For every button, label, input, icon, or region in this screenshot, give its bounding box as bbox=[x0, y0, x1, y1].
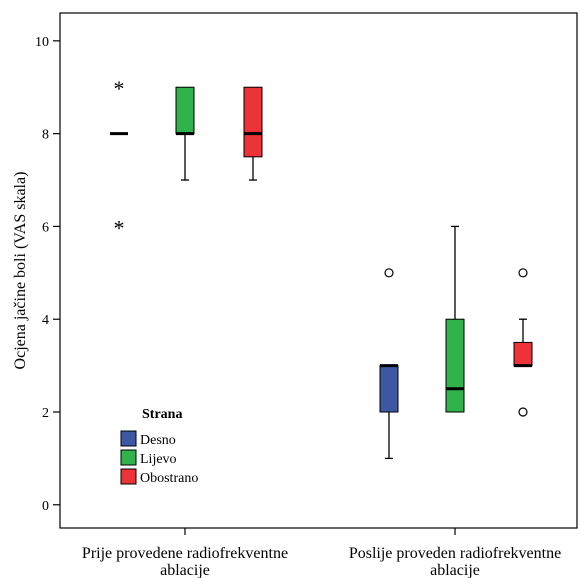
box-obostrano-1 bbox=[243, 86, 263, 181]
outlier-point bbox=[518, 407, 528, 417]
legend-swatch bbox=[120, 430, 137, 447]
x-axis: Prije provedene radiofrekventneablacijeP… bbox=[82, 528, 561, 578]
extreme-point: * bbox=[114, 76, 125, 101]
extreme-point: * bbox=[114, 215, 125, 240]
box-obostrano-2 bbox=[513, 268, 533, 417]
legend-title: Strana bbox=[142, 407, 182, 422]
box-body bbox=[379, 365, 399, 413]
plot-frame bbox=[59, 12, 578, 529]
box-desno-2 bbox=[379, 268, 399, 460]
y-tick-label: 2 bbox=[42, 406, 49, 421]
y-axis: 0 2 4 6 8 10 bbox=[35, 35, 60, 514]
y-tick-label: 0 bbox=[42, 499, 49, 514]
x-tick-label: Prije provedene radiofrekventne bbox=[82, 545, 288, 562]
box-lijevo-1 bbox=[175, 86, 195, 181]
legend-label: Lijevo bbox=[140, 452, 177, 467]
box-lijevo-2 bbox=[445, 225, 465, 413]
x-tick-label: Poslije proveden radiofrekventne bbox=[349, 545, 561, 562]
y-tick-label: 10 bbox=[35, 35, 49, 50]
y-tick-label: 4 bbox=[42, 313, 49, 328]
legend-swatch bbox=[120, 468, 137, 485]
legend-item-obostrano: Obostrano bbox=[120, 468, 198, 486]
x-tick-label: ablacije bbox=[160, 562, 210, 578]
legend-item-desno: Desno bbox=[120, 430, 176, 448]
box-body bbox=[513, 341, 533, 367]
box-body bbox=[243, 86, 263, 158]
box-body bbox=[175, 86, 195, 135]
outlier-point bbox=[384, 268, 394, 278]
x-tick-label: ablacije bbox=[430, 562, 480, 578]
legend-swatch bbox=[120, 449, 137, 466]
legend-item-lijevo: Lijevo bbox=[120, 449, 177, 467]
outlier-point bbox=[518, 268, 528, 278]
y-axis-label: Ocjena jačine boli (VAS skala) bbox=[12, 172, 29, 370]
legend: Strana Desno Lijevo Obostrano bbox=[120, 407, 198, 486]
plot-area bbox=[59, 12, 578, 529]
y-tick-label: 8 bbox=[42, 128, 49, 143]
data-marks: ** bbox=[110, 76, 533, 460]
legend-label: Obostrano bbox=[140, 471, 198, 486]
legend-label: Desno bbox=[140, 433, 176, 448]
box-desno-1: ** bbox=[110, 76, 128, 240]
box-body bbox=[445, 318, 465, 413]
y-tick-label: 6 bbox=[42, 220, 49, 235]
